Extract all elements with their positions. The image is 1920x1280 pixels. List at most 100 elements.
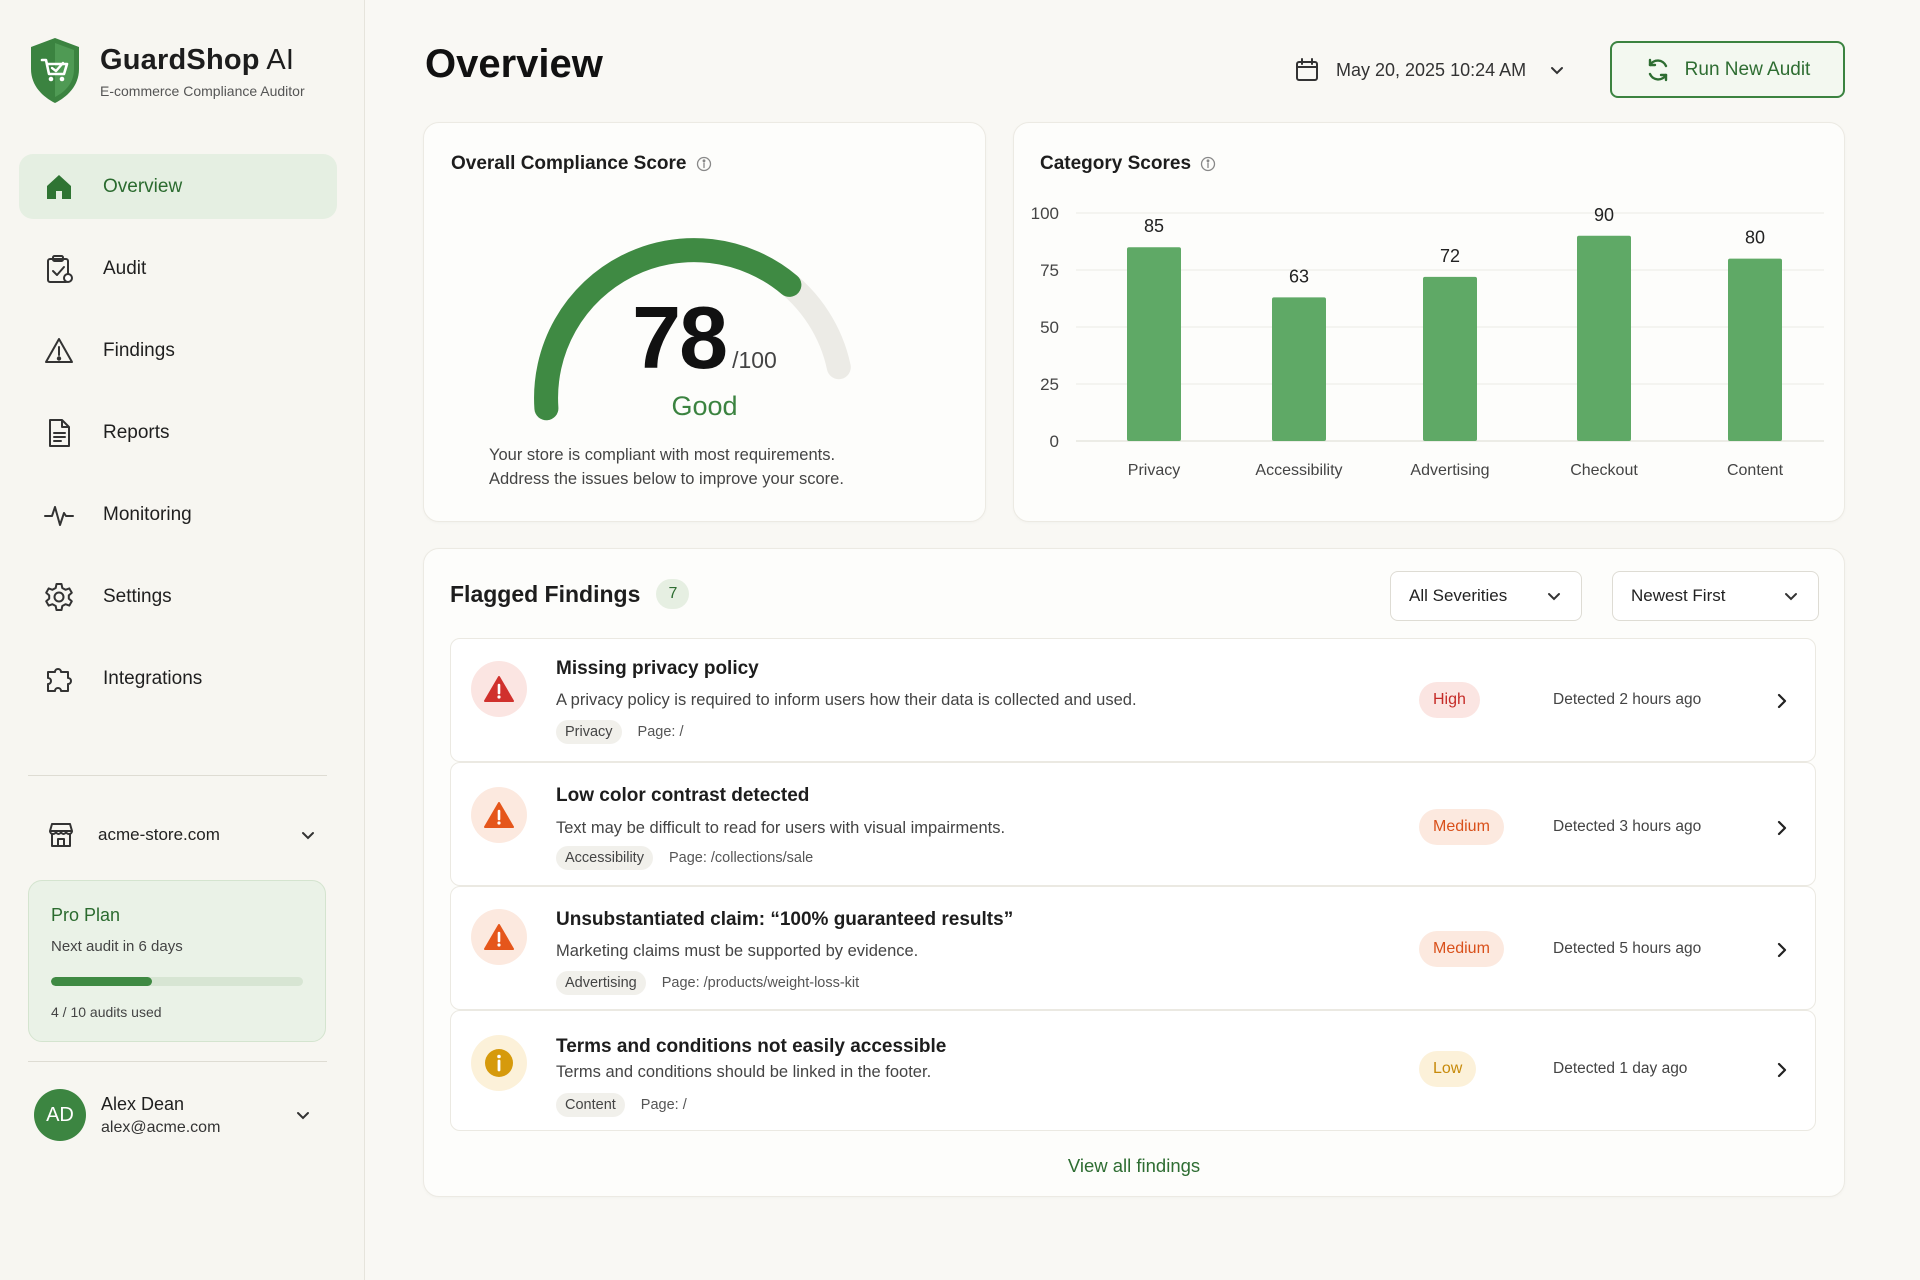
sort-select[interactable]: Newest First [1612, 571, 1819, 621]
detected-time: Detected 2 hours ago [1553, 691, 1702, 708]
sidebar-item-settings[interactable]: Settings [19, 564, 337, 629]
sidebar-item-audit[interactable]: Audit [19, 236, 337, 301]
score-max: /100 [732, 347, 777, 373]
chevron-down-icon [297, 1112, 309, 1120]
score-description-line: Address the issues below to improve your… [489, 470, 844, 488]
finding-title: Missing privacy policy [556, 658, 759, 679]
bar-checkout [1577, 235, 1631, 441]
finding-page-path: Page: /products/weight-loss-kit [661, 975, 860, 991]
severity-badge: Low [1419, 1051, 1477, 1087]
bar-advertising [1423, 276, 1477, 441]
y-tick-label: 75 [1040, 261, 1059, 280]
info-icon[interactable] [696, 156, 712, 172]
sidebar-item-integrations[interactable]: Integrations [19, 646, 337, 711]
chevron-down-icon [302, 832, 314, 840]
bar-value-label: 90 [1594, 205, 1614, 225]
sidebar: GuardShop AI E-commerce Compliance Audit… [0, 0, 365, 1280]
store-name: acme-store.com [98, 825, 220, 844]
warning-triangle-icon [45, 337, 73, 363]
store-selector[interactable]: acme-store.com [28, 805, 327, 865]
run-new-audit-button[interactable]: Run New Audit [1610, 41, 1845, 98]
document-icon [49, 418, 70, 447]
finding-description: Text may be difficult to read for users … [556, 819, 1006, 837]
alert-triangle-icon [484, 802, 514, 828]
detected-time: Detected 3 hours ago [1553, 818, 1702, 835]
severity-badge: High [1419, 682, 1480, 718]
gauge-fill [534, 238, 802, 421]
finding-row[interactable]: Unsubstantiated claim: “100% guaranteed … [450, 886, 1816, 1010]
x-category-label: Advertising [1410, 462, 1489, 479]
finding-description: Terms and conditions should be linked in… [556, 1063, 932, 1081]
score-value: 78/100 [424, 287, 985, 389]
bar-value-label: 80 [1745, 228, 1765, 248]
puzzle-icon [47, 667, 72, 692]
x-category-label: Content [1727, 462, 1784, 479]
chevron-down-icon [1785, 593, 1797, 601]
finding-row[interactable]: Low color contrast detected Text may be … [450, 762, 1816, 886]
sidebar-item-findings[interactable]: Findings [19, 318, 337, 383]
brand[interactable]: GuardShop AI E-commerce Compliance Audit… [27, 36, 305, 106]
sidebar-item-monitoring[interactable]: Monitoring [19, 482, 337, 547]
plan-card: Pro Plan Next audit in 6 days 4 / 10 aud… [28, 880, 326, 1042]
date-label: May 20, 2025 10:24 AM [1336, 59, 1527, 80]
calendar-icon [1296, 58, 1318, 81]
chevron-right-icon [1777, 820, 1787, 836]
y-tick-label: 25 [1040, 375, 1059, 394]
sidebar-divider [28, 775, 327, 776]
finding-description: A privacy policy is required to inform u… [556, 691, 1137, 709]
user-menu[interactable]: AD Alex Dean alex@acme.com [34, 1085, 327, 1145]
compliance-score-card: Overall Compliance Score 78/100 Good You… [423, 122, 986, 522]
view-all-findings-link[interactable]: View all findings [1067, 1155, 1201, 1176]
score-rating: Good [671, 391, 738, 421]
compliance-gauge [534, 238, 851, 421]
sort-value: Newest First [1631, 586, 1726, 605]
flagged-findings-card: Flagged Findings 7 All Severities Newest… [423, 548, 1845, 1197]
next-audit-text: Next audit in 6 days [51, 938, 183, 955]
sidebar-nav: Overview Audit Findings Reports Monitori… [19, 154, 337, 728]
pulse-icon [44, 505, 74, 526]
brand-tagline: E-commerce Compliance Auditor [100, 82, 305, 99]
plan-title: Pro Plan [51, 905, 121, 925]
severity-badge: Medium [1419, 809, 1504, 845]
sidebar-item-label: Settings [103, 585, 172, 607]
shield-cart-icon [31, 38, 79, 103]
date-picker[interactable]: May 20, 2025 10:24 AM [1294, 52, 1566, 88]
severity-filter-select[interactable]: All Severities [1390, 571, 1582, 621]
page-title: Overview [425, 42, 603, 86]
bar-privacy [1127, 247, 1181, 441]
user-email: alex@acme.com [101, 1118, 221, 1136]
run-new-audit-label: Run New Audit [1684, 58, 1811, 80]
finding-title: Terms and conditions not easily accessib… [556, 1036, 947, 1057]
detected-time: Detected 5 hours ago [1553, 940, 1702, 957]
gear-icon [45, 582, 73, 611]
finding-category-tag: Accessibility [556, 846, 653, 870]
finding-category-tag: Content [556, 1093, 625, 1117]
storefront-icon [49, 823, 73, 847]
finding-page-path: Page: / [637, 724, 684, 740]
category-scores-title: Category Scores [1040, 153, 1192, 174]
finding-title: Unsubstantiated claim: “100% guaranteed … [556, 909, 1014, 930]
chevron-right-icon [1777, 693, 1787, 709]
sidebar-item-reports[interactable]: Reports [19, 400, 337, 465]
finding-page-path: Page: / [640, 1097, 687, 1113]
sidebar-divider [28, 1061, 327, 1062]
alert-triangle-icon [484, 924, 514, 950]
finding-row[interactable]: Missing privacy policy A privacy policy … [450, 638, 1816, 762]
finding-severity-icon [471, 1035, 527, 1091]
brand-name: GuardShop AI [100, 43, 295, 76]
x-category-label: Accessibility [1255, 462, 1342, 479]
finding-category-tag: Privacy [556, 720, 622, 744]
finding-description: Marketing claims must be supported by ev… [556, 942, 919, 960]
score-description-line: Your store is compliant with most requir… [489, 446, 836, 464]
sidebar-item-label: Reports [103, 421, 170, 443]
finding-page-path: Page: /collections/sale [668, 850, 814, 866]
finding-severity-icon [471, 661, 527, 717]
chevron-down-icon [1551, 67, 1564, 75]
finding-row[interactable]: Terms and conditions not easily accessib… [450, 1010, 1816, 1131]
chevron-right-icon [1777, 1062, 1787, 1078]
bar-value-label: 72 [1440, 246, 1460, 266]
sidebar-item-overview[interactable]: Overview [19, 154, 337, 219]
compliance-score-title: Overall Compliance Score [451, 153, 687, 174]
y-tick-label: 0 [1050, 432, 1059, 451]
info-icon[interactable] [1200, 156, 1216, 172]
